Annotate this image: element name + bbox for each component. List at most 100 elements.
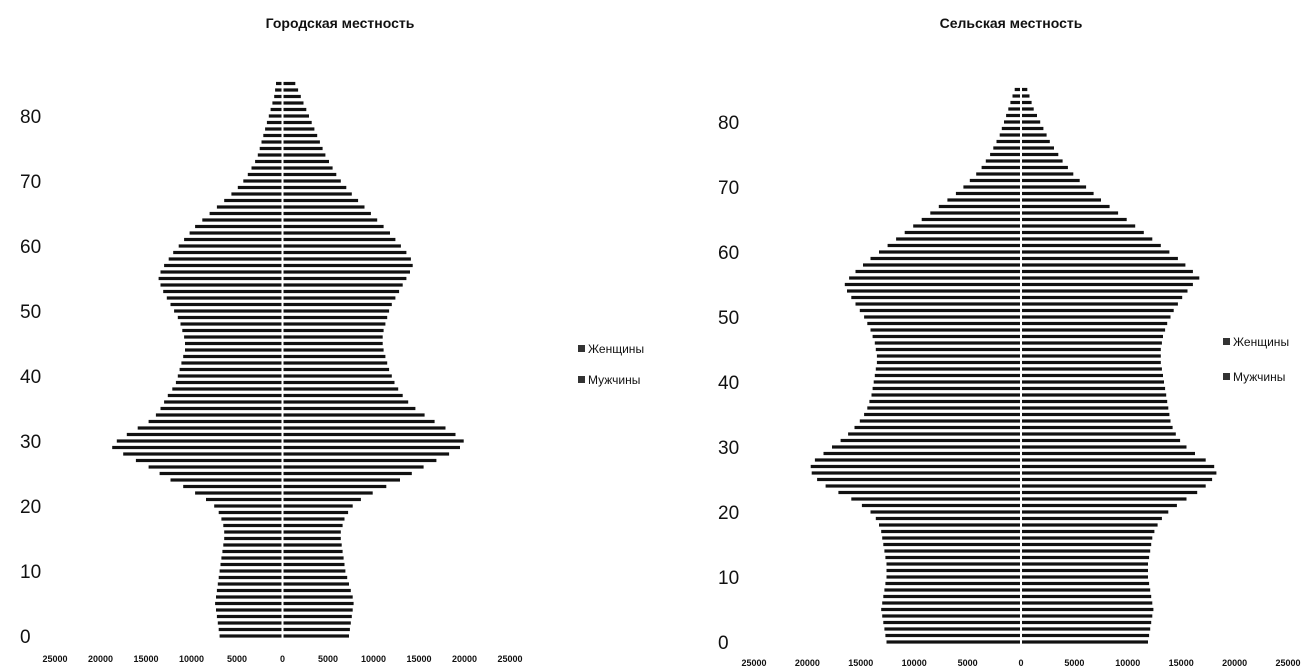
chart-urban-svg: Городская местность 0 10 20 30 40 50 60 70 80 25… [20,15,644,664]
bar-women-age-77 [263,133,282,138]
bar-men-age-69 [1022,191,1094,196]
bar-women-age-81 [1006,113,1020,118]
y-tick-label: 40 [718,373,739,394]
bar-men-age-10 [1022,575,1148,579]
y-tick-label: 30 [718,438,739,459]
bar-women-age-36 [164,400,282,404]
bar-men-age-48 [1022,328,1166,332]
bar-men-age-40 [1022,380,1164,384]
bar-men-age-12 [1022,562,1148,566]
bar-men-age-3 [1022,620,1152,625]
bar-men-age-49 [283,315,388,320]
bar-women-age-81 [270,107,282,112]
bar-women-age-9 [218,575,282,580]
bar-women-age-68 [231,192,282,196]
bar-women-age-5 [881,607,1020,612]
bar-men-age-53 [1022,295,1183,300]
bar-men-age-6 [1022,601,1153,605]
x-tick-label: 20000 [795,658,820,668]
bar-men-age-4 [1022,614,1153,618]
bar-men-age-24 [283,478,400,482]
bar-women-age-56 [160,270,282,274]
bar-women-age-11 [220,562,282,567]
bar-women-age-8 [884,588,1020,592]
bar-men-age-2 [283,621,351,625]
bar-women-age-64 [202,218,282,222]
bar-men-age-29 [283,445,460,450]
bar-men-age-10 [283,569,346,573]
bar-women-age-69 [955,191,1020,196]
y-tick-label: 70 [20,172,41,193]
bars-men [283,81,464,638]
legend-label-women: Женщины [588,342,644,356]
bar-men-age-78 [283,127,315,131]
bar-men-age-4 [283,608,353,612]
bar-men-age-37 [1022,399,1168,404]
bar-men-age-33 [1022,425,1173,430]
bar-men-age-8 [1022,588,1151,592]
x-tick-label: 5000 [958,658,978,668]
bar-men-age-77 [283,133,318,138]
bar-women-age-76 [993,146,1020,150]
x-tick-label: 5000 [227,654,247,664]
bar-women-age-62 [189,231,282,235]
bar-women-age-20 [214,504,282,508]
bar-women-age-29 [112,445,282,450]
bar-men-age-70 [283,179,341,183]
x-tick-label: 15000 [848,658,873,668]
bar-women-age-55 [158,276,282,281]
bar-men-age-54 [1022,289,1188,293]
x-tick-label: 25000 [497,654,522,664]
bar-women-age-28 [123,452,282,456]
bar-men-age-0 [1022,640,1148,644]
bar-women-age-67 [938,204,1020,209]
bar-women-age-2 [217,621,282,625]
bar-men-age-72 [1022,172,1074,176]
y-tick-label: 20 [20,497,41,518]
bar-women-age-16 [882,536,1020,540]
bar-women-age-34 [859,419,1020,423]
bar-men-age-13 [283,549,343,554]
bar-men-age-61 [1022,243,1161,248]
bar-men-age-56 [283,270,410,274]
bar-women-age-66 [930,211,1020,215]
bar-women-age-30 [116,439,282,443]
bar-women-age-74 [985,159,1020,163]
bar-women-age-55 [844,282,1020,287]
bar-men-age-34 [283,413,425,417]
bar-women-age-24 [825,484,1020,488]
bar-women-age-21 [206,497,282,502]
bar-women-age-31 [126,432,282,437]
bar-women-age-17 [881,529,1020,534]
bar-men-age-77 [1022,139,1050,144]
x-tick-label: 10000 [902,658,927,668]
y-axis-ticks: 0 10 20 30 40 50 60 70 80 [718,113,739,654]
bar-men-age-53 [283,289,400,294]
chart-title: Сельская местность [940,15,1083,31]
bar-women-age-29 [823,451,1020,456]
bars-women [112,81,282,638]
bar-women-age-48 [180,322,282,326]
bar-women-age-25 [159,471,282,476]
bar-women-age-70 [963,185,1020,189]
bar-men-age-81 [283,107,307,112]
bar-women-age-57 [855,269,1020,274]
bar-women-age-64 [913,224,1020,228]
bar-women-age-22 [851,497,1020,501]
bar-women-age-36 [867,406,1020,410]
bar-men-age-11 [1022,568,1148,573]
y-tick-label: 10 [20,562,41,583]
x-tick-label: 5000 [1064,658,1084,668]
bar-men-age-72 [283,166,333,170]
bar-men-age-41 [1022,373,1163,378]
bar-men-age-7 [283,588,351,593]
bar-men-age-62 [1022,237,1153,241]
bar-men-age-60 [1022,250,1170,254]
bar-women-age-43 [876,360,1020,365]
bar-women-age-52 [855,302,1020,306]
bar-men-age-22 [1022,497,1187,501]
x-tick-label: 15000 [133,654,158,664]
bar-women-age-41 [179,367,282,372]
bar-men-age-11 [283,562,345,567]
bar-men-age-12 [283,556,344,560]
